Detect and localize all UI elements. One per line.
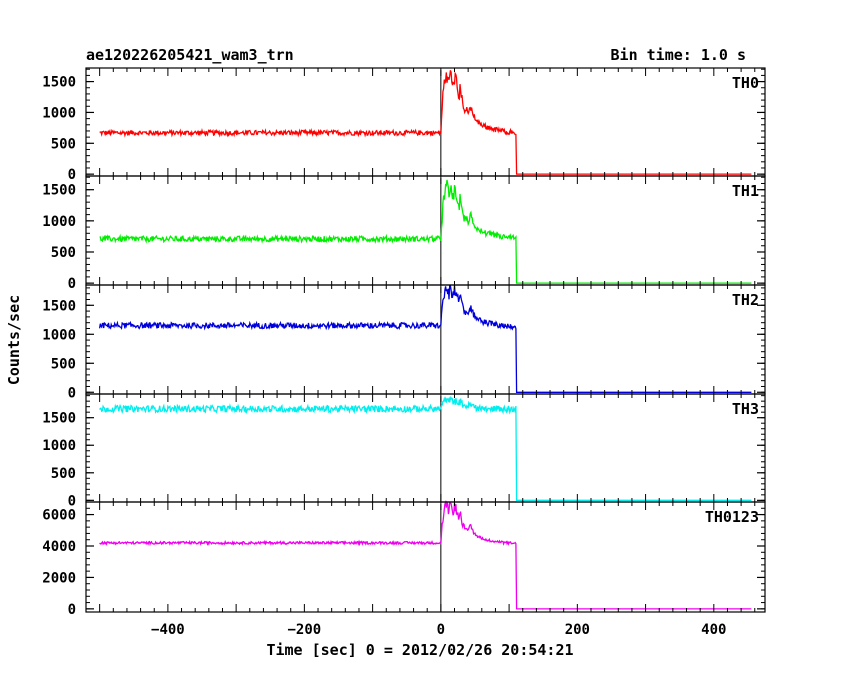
y-tick-label: 6000 (42, 508, 76, 524)
bin-time-label: Bin time: 1.0 s (611, 46, 746, 64)
x-tick-label: 0 (437, 622, 445, 638)
series-th0123 (99, 500, 752, 610)
y-tick-label: 0 (68, 493, 76, 509)
series-th3 (99, 395, 752, 501)
y-tick-label: 500 (51, 136, 76, 152)
y-tick-label: 2000 (42, 570, 76, 586)
y-tick-label: 1000 (42, 214, 76, 230)
panel-th0123: 0 2000 4000 6000 TH0123 (42, 500, 766, 618)
y-tick-label: 4000 (42, 539, 76, 555)
panel-frame (85, 501, 766, 613)
panel-label-th0123: TH0123 (705, 508, 759, 526)
panel-frame (85, 284, 766, 395)
x-axis-label: Time [sec] 0 = 2012/02/26 20:54:21 (266, 641, 573, 659)
y-tick-label: 0 (68, 385, 76, 401)
series-th1 (99, 179, 752, 284)
y-tick-label: 1500 (42, 411, 76, 427)
y-tick-label: 500 (51, 245, 76, 261)
series-th0 (99, 70, 752, 175)
x-tick-label: −400 (151, 622, 185, 638)
y-tick-label: 1000 (42, 327, 76, 343)
y-tick-label: 0 (68, 167, 76, 183)
x-tick-label: 400 (701, 622, 726, 638)
y-tick-label: 1000 (42, 105, 76, 121)
panels-group: 0 500 1000 1500 TH0 0 500 1000 1500 TH1 0 500 1000 15… (42, 67, 766, 618)
y-tick-label: 1000 (42, 438, 76, 454)
x-tick-label: 200 (565, 622, 590, 638)
panel-th0: 0 500 1000 1500 TH0 (42, 67, 766, 183)
panel-frame (85, 67, 766, 177)
panel-label-th3: TH3 (732, 400, 759, 418)
panel-label-th1: TH1 (732, 182, 759, 200)
y-axis-label: Counts/sec (5, 295, 23, 385)
y-tick-label: 0 (68, 602, 76, 618)
panel-frame (85, 175, 766, 286)
y-tick-label: 500 (51, 466, 76, 482)
panel-label-th0: TH0 (732, 74, 759, 92)
y-tick-label: 1500 (42, 75, 76, 91)
y-tick-label: 500 (51, 356, 76, 372)
panel-th1: 0 500 1000 1500 TH1 (42, 175, 766, 292)
panel-th2: 0 500 1000 1500 TH2 (42, 284, 766, 401)
x-tick-label: −200 (288, 622, 322, 638)
panel-th3: 0 500 1000 1500 TH3 (42, 393, 766, 509)
x-axis: −400 −200 0 200 400 (151, 622, 726, 638)
series-th2 (98, 284, 752, 393)
chart-title: ae120226205421_wam3_trn (86, 46, 294, 64)
y-tick-label: 0 (68, 276, 76, 292)
panel-label-th2: TH2 (732, 291, 759, 309)
y-tick-label: 1500 (42, 298, 76, 314)
y-tick-label: 1500 (42, 183, 76, 199)
